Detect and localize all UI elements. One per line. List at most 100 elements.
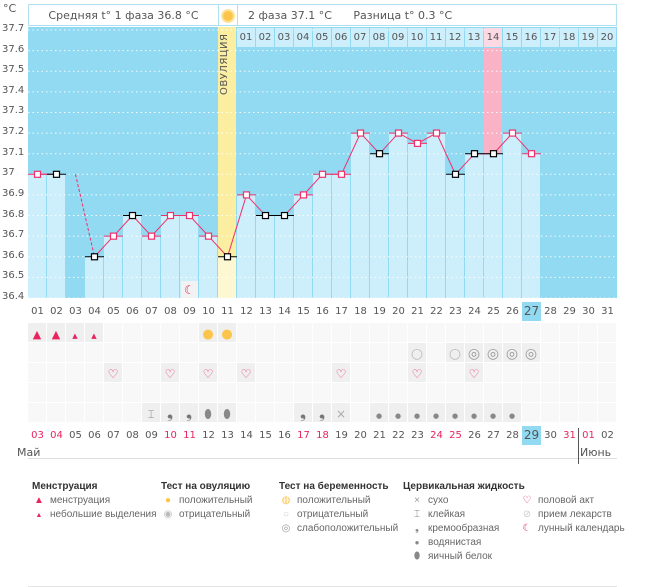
empty-event-cell[interactable] — [218, 363, 236, 382]
x-tick-label[interactable]: 24 — [468, 306, 481, 317]
empty-event-cell[interactable] — [180, 383, 198, 402]
event-cell[interactable]: ⬮ — [199, 403, 217, 422]
empty-event-cell[interactable] — [522, 363, 540, 382]
empty-event-cell[interactable] — [579, 323, 597, 342]
empty-event-cell[interactable] — [465, 383, 483, 402]
empty-event-cell[interactable] — [389, 383, 407, 402]
empty-event-cell[interactable] — [560, 343, 578, 362]
empty-event-cell[interactable] — [237, 343, 255, 362]
empty-event-cell[interactable] — [503, 323, 521, 342]
event-cell[interactable]: ♡ — [465, 363, 483, 382]
event-cell[interactable]: ● — [465, 403, 483, 422]
empty-event-cell[interactable] — [218, 383, 236, 402]
empty-event-cell[interactable] — [408, 323, 426, 342]
empty-event-cell[interactable] — [275, 343, 293, 362]
empty-event-cell[interactable] — [161, 383, 179, 402]
x-tick-label[interactable]: 29 — [563, 306, 576, 317]
empty-event-cell[interactable] — [28, 383, 46, 402]
x-tick-label[interactable]: 08 — [164, 306, 177, 317]
empty-event-cell[interactable] — [294, 343, 312, 362]
empty-event-cell[interactable] — [104, 323, 122, 342]
empty-event-cell[interactable] — [427, 383, 445, 402]
empty-event-cell[interactable] — [85, 363, 103, 382]
empty-event-cell[interactable] — [332, 383, 350, 402]
empty-event-cell[interactable] — [256, 343, 274, 362]
empty-event-cell[interactable] — [484, 323, 502, 342]
empty-event-cell[interactable] — [313, 363, 331, 382]
calendar-date[interactable]: 08 — [126, 430, 139, 441]
empty-event-cell[interactable] — [28, 363, 46, 382]
empty-event-cell[interactable] — [142, 343, 160, 362]
calendar-date[interactable]: 19 — [335, 430, 348, 441]
empty-event-cell[interactable] — [560, 363, 578, 382]
empty-event-cell[interactable] — [237, 383, 255, 402]
empty-event-cell[interactable] — [484, 383, 502, 402]
empty-event-cell[interactable] — [66, 343, 84, 362]
x-tick-label[interactable]: 12 — [240, 306, 253, 317]
event-cell[interactable]: ● — [199, 323, 217, 342]
empty-event-cell[interactable] — [541, 403, 559, 422]
x-tick-label[interactable]: 28 — [544, 306, 557, 317]
event-cell[interactable]: ▲ — [66, 323, 84, 342]
empty-event-cell[interactable] — [275, 363, 293, 382]
empty-event-cell[interactable] — [66, 403, 84, 422]
event-cell[interactable]: ● — [503, 403, 521, 422]
calendar-date[interactable]: 21 — [373, 430, 386, 441]
calendar-date[interactable]: 28 — [506, 430, 519, 441]
event-cell[interactable]: ● — [218, 323, 236, 342]
x-tick-label[interactable]: 03 — [69, 306, 82, 317]
empty-event-cell[interactable] — [427, 323, 445, 342]
event-cell[interactable]: ▲ — [28, 323, 46, 342]
empty-event-cell[interactable] — [180, 343, 198, 362]
empty-event-cell[interactable] — [199, 343, 217, 362]
calendar-date[interactable]: 31 — [563, 430, 576, 441]
empty-event-cell[interactable] — [123, 343, 141, 362]
empty-event-cell[interactable] — [446, 363, 464, 382]
x-tick-label[interactable]: 16 — [316, 306, 329, 317]
empty-event-cell[interactable] — [579, 403, 597, 422]
empty-event-cell[interactable] — [560, 323, 578, 342]
empty-event-cell[interactable] — [389, 343, 407, 362]
empty-event-cell[interactable] — [351, 343, 369, 362]
empty-event-cell[interactable] — [389, 323, 407, 342]
event-cell[interactable]: ◎ — [522, 343, 540, 362]
empty-event-cell[interactable] — [579, 343, 597, 362]
calendar-date[interactable]: 23 — [411, 430, 424, 441]
x-tick-label[interactable]: 27 — [522, 302, 541, 321]
empty-event-cell[interactable] — [275, 383, 293, 402]
empty-event-cell[interactable] — [541, 383, 559, 402]
event-cell[interactable]: ♡ — [408, 363, 426, 382]
event-cell[interactable]: ◎ — [465, 343, 483, 362]
empty-event-cell[interactable] — [579, 383, 597, 402]
event-cell[interactable]: ● — [389, 403, 407, 422]
calendar-date[interactable]: 06 — [88, 430, 101, 441]
calendar-date[interactable]: 30 — [544, 430, 557, 441]
calendar-date[interactable]: 10 — [164, 430, 177, 441]
empty-event-cell[interactable] — [218, 343, 236, 362]
empty-event-cell[interactable] — [446, 323, 464, 342]
empty-event-cell[interactable] — [313, 343, 331, 362]
empty-event-cell[interactable] — [66, 383, 84, 402]
calendar-date[interactable]: 24 — [430, 430, 443, 441]
event-cell[interactable]: ◎ — [484, 343, 502, 362]
empty-event-cell[interactable] — [47, 363, 65, 382]
empty-event-cell[interactable] — [522, 403, 540, 422]
empty-event-cell[interactable] — [332, 343, 350, 362]
x-tick-label[interactable]: 31 — [601, 306, 614, 317]
empty-event-cell[interactable] — [85, 343, 103, 362]
event-cell[interactable]: ▲ — [85, 323, 103, 342]
empty-event-cell[interactable] — [503, 383, 521, 402]
empty-event-cell[interactable] — [256, 323, 274, 342]
empty-event-cell[interactable] — [370, 343, 388, 362]
event-cell[interactable]: ⬮ — [218, 403, 236, 422]
empty-event-cell[interactable] — [123, 403, 141, 422]
empty-event-cell[interactable] — [237, 403, 255, 422]
x-tick-label[interactable]: 23 — [449, 306, 462, 317]
empty-event-cell[interactable] — [161, 343, 179, 362]
event-cell[interactable]: ♡ — [237, 363, 255, 382]
empty-event-cell[interactable] — [123, 363, 141, 382]
empty-event-cell[interactable] — [47, 383, 65, 402]
empty-event-cell[interactable] — [294, 323, 312, 342]
calendar-date[interactable]: 04 — [50, 430, 63, 441]
empty-event-cell[interactable] — [85, 383, 103, 402]
